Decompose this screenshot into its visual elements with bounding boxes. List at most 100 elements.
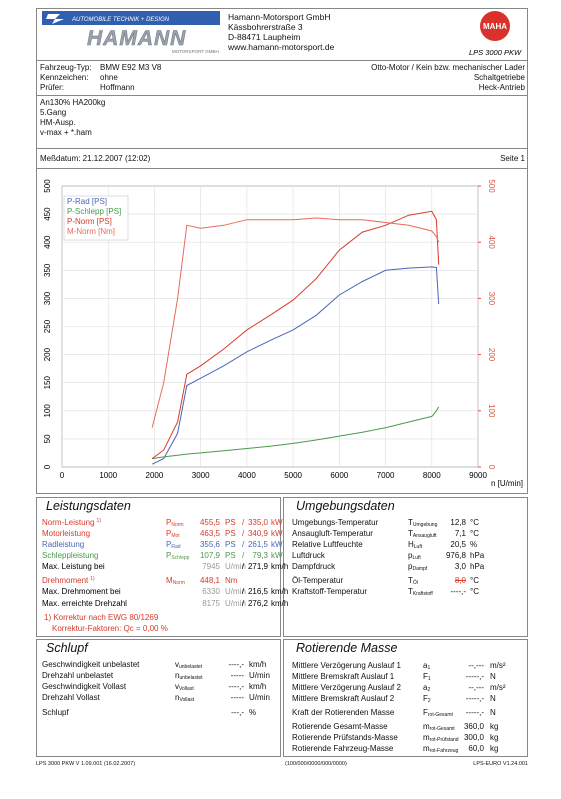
row-value: -----,- bbox=[465, 708, 484, 717]
row-value: -----,- bbox=[465, 694, 484, 703]
row-label-group: Mittlere Verzögerung Auslauf 2 bbox=[292, 684, 401, 692]
row-value: 355,6 bbox=[199, 540, 220, 549]
y-tick-label: 150 bbox=[43, 375, 52, 389]
row-symbol-group: TAnsaugluft bbox=[408, 530, 437, 539]
row-unit: PS bbox=[225, 529, 236, 538]
row-label-group: Drehzahl unbelastet bbox=[42, 672, 113, 680]
x-tick-label: 1000 bbox=[99, 471, 117, 480]
row-value: 360,0 bbox=[463, 722, 484, 731]
row-unit: m/s² bbox=[490, 661, 506, 670]
row-value: ----,- bbox=[228, 660, 244, 669]
row-symbol-sub: Öl bbox=[412, 580, 418, 586]
y2-tick-label: 0 bbox=[487, 465, 496, 470]
address-line: Kässbohrerstraße 3 bbox=[228, 22, 303, 32]
row-label-group: Rotierende Prüfstands-Masse bbox=[292, 734, 398, 742]
series-line bbox=[151, 217, 440, 428]
row-label: Drehmoment bbox=[42, 576, 89, 585]
row-symbol-group: pLuft bbox=[408, 552, 421, 561]
row-value2: 261,5 bbox=[247, 540, 268, 549]
legend-entry: M-Norm [Nm] bbox=[67, 227, 115, 236]
row-label-group: Schleppleistung bbox=[42, 552, 98, 560]
legend-entry: P-Rad [PS] bbox=[67, 197, 107, 206]
section-box bbox=[36, 639, 281, 757]
row-note: 1) bbox=[96, 518, 101, 524]
y2-tick-label: 300 bbox=[487, 292, 496, 306]
row-symbol: p bbox=[408, 551, 413, 560]
row-unit: U/min bbox=[249, 693, 270, 702]
row-label-group: Drehzahl Vollast bbox=[42, 694, 100, 702]
address-line: D-88471 Laupheim bbox=[228, 32, 301, 42]
row-label: Norm-Leistung bbox=[42, 518, 95, 527]
row-label-group: Max. Drehmoment bei bbox=[42, 588, 121, 596]
row-symbol: v bbox=[175, 660, 179, 669]
series-line bbox=[151, 266, 440, 465]
row-value: ----- bbox=[230, 671, 244, 680]
y-tick-label: 0 bbox=[43, 464, 52, 469]
series-line bbox=[152, 406, 440, 460]
address-line: Hamann-Motorsport GmbH bbox=[228, 12, 331, 22]
row-value: 455,5 bbox=[199, 518, 220, 527]
row-label: Max. erreichte Drehzahl bbox=[42, 599, 127, 608]
y2-tick-label: 400 bbox=[487, 236, 496, 250]
row-value: 463,5 bbox=[199, 529, 220, 538]
x-tick-label: 5000 bbox=[284, 471, 302, 480]
row-unit: N bbox=[490, 708, 496, 717]
y-tick-label: 350 bbox=[43, 263, 52, 277]
row-symbol: P bbox=[166, 540, 172, 549]
row-symbol-group: F1 bbox=[423, 673, 431, 682]
row-symbol-sub: Norm bbox=[171, 522, 184, 528]
row-label: Motorleistung bbox=[42, 529, 91, 538]
row-value2: 340,9 bbox=[247, 529, 268, 538]
row-unit: kg bbox=[490, 744, 499, 753]
row-unit: U/min bbox=[225, 599, 246, 608]
row-label-group: Norm-Leistung 1) bbox=[42, 519, 101, 527]
row-label: Rotierende Fahrzeug-Masse bbox=[292, 744, 394, 753]
note: An130% HA200kg bbox=[40, 98, 106, 107]
row-label-group: Schlupf bbox=[42, 709, 69, 717]
row-symbol: F bbox=[423, 672, 428, 681]
row-value: 7945 bbox=[202, 562, 220, 571]
row-symbol: T bbox=[408, 529, 413, 538]
row-value: 60,0 bbox=[468, 744, 484, 753]
row-value2: 335,0 bbox=[247, 518, 268, 527]
note: v-max + *.ham bbox=[40, 128, 92, 137]
row-value: -----,- bbox=[465, 672, 484, 681]
row-symbol-group: nunbelastet bbox=[175, 672, 203, 681]
date: Meßdatum: 21.12.2007 (12:02) bbox=[40, 154, 151, 163]
row-value: 107,9 bbox=[199, 551, 220, 560]
x-tick-label: 8000 bbox=[423, 471, 441, 480]
row-symbol-sub: Schlepp bbox=[171, 555, 190, 561]
brand-name: MAHA bbox=[483, 22, 507, 31]
row-value: 12,8 bbox=[450, 518, 466, 527]
x-tick-label: 0 bbox=[60, 471, 65, 480]
row-unit: kg bbox=[490, 733, 499, 742]
row-separator: / bbox=[242, 551, 245, 560]
row-symbol: p bbox=[408, 562, 413, 571]
x-tick-label: 7000 bbox=[377, 471, 395, 480]
row-symbol-group: vVollast bbox=[175, 683, 194, 692]
footer-right: LPS-EURO V1.24.001 bbox=[473, 761, 528, 767]
field-label: Fahrzeug-Typ: bbox=[40, 63, 92, 72]
logo-sub: MOTORSPORT GMBH bbox=[172, 49, 219, 54]
row-symbol-sub: Vollast bbox=[179, 697, 195, 703]
series-line bbox=[151, 210, 440, 460]
row-label: Relative Luftfeuchte bbox=[292, 540, 363, 549]
row-symbol-group: PRad bbox=[166, 541, 181, 550]
row-unit2: kW bbox=[271, 540, 283, 549]
row-label: Öl-Temperatur bbox=[292, 576, 344, 585]
row-symbol-sub: Norm bbox=[172, 580, 185, 586]
row-symbol-group: vunbelastet bbox=[175, 661, 202, 670]
y2-tick-label: 500 bbox=[487, 179, 496, 193]
row-unit2: km/h bbox=[271, 599, 289, 608]
field-value: ohne bbox=[100, 73, 118, 82]
chart-box bbox=[36, 168, 528, 494]
vehicle-info: Heck-Antrieb bbox=[478, 83, 525, 92]
footnote: 1) Korrektur nach EWG 80/1269 bbox=[44, 613, 159, 622]
row-symbol-sub: 1 bbox=[427, 665, 431, 671]
row-unit: °C bbox=[470, 529, 479, 538]
section-title: Umgebungsdaten bbox=[296, 499, 395, 513]
row-label: Kraftstoff-Temperatur bbox=[292, 587, 367, 596]
row-symbol-sub: Mot bbox=[171, 533, 180, 539]
section-title: Leistungsdaten bbox=[46, 499, 131, 513]
y2-tick-label: 100 bbox=[487, 404, 496, 418]
